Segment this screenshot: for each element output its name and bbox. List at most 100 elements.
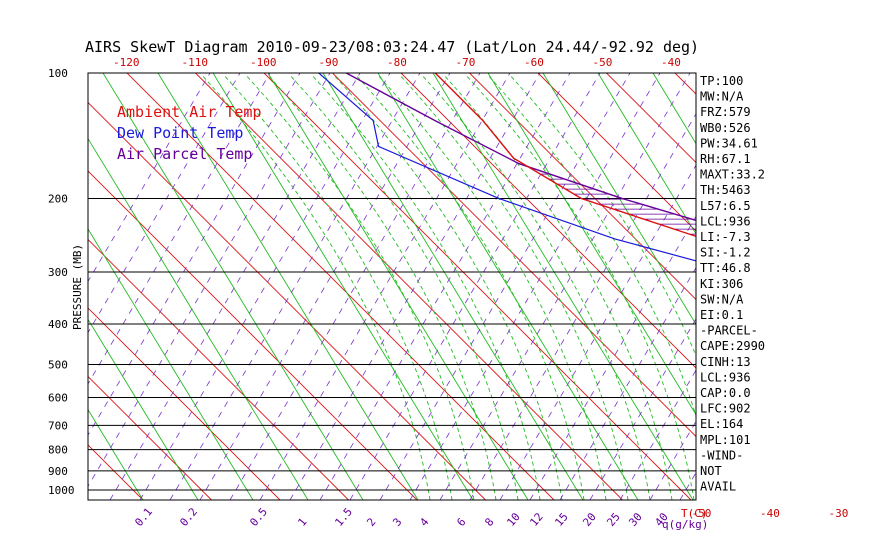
mixing-ratio-line: [349, 73, 601, 500]
index-value: -WIND-: [700, 448, 743, 462]
isotherm-line: [537, 73, 696, 232]
cape-hatch: [531, 168, 696, 235]
moist-adiabat-line: [510, 75, 696, 357]
isotherm-line: [812, 73, 870, 500]
dry-adiabat-line: [212, 73, 474, 500]
dry-adiabat-line: [88, 408, 144, 500]
bottom-temp-tick-label: -50: [692, 507, 712, 520]
isotherm-line: [88, 238, 349, 500]
mixing-ratio-label: 30: [626, 510, 644, 529]
dew-point-line: [318, 73, 696, 262]
index-value: SI:-1.2: [700, 246, 751, 260]
moist-adiabat-line: [466, 75, 695, 500]
pressure-tick-label: 800: [48, 444, 68, 457]
dry-adiabat-line: [0, 73, 33, 500]
dry-adiabat-line: [88, 137, 309, 500]
dry-adiabat-line: [88, 228, 254, 500]
index-value: CAPE:2990: [700, 339, 765, 353]
legend-entry: Dew Point Temp: [117, 124, 243, 142]
mixing-ratio-line: [559, 266, 696, 500]
plot-border: [87, 72, 697, 501]
index-value: -PARCEL-: [700, 324, 758, 338]
mixing-ratio-line: [88, 73, 211, 283]
index-value: LCL:936: [700, 370, 751, 384]
top-temp-tick-label: -70: [456, 56, 476, 69]
dry-adiabat-line: [652, 73, 696, 145]
mixing-ratio-line: [770, 73, 870, 500]
dry-adiabat-line: [157, 73, 419, 500]
index-value: RH:67.1: [700, 152, 751, 166]
mixing-ratio-label: 0.5: [247, 505, 270, 529]
index-value: WB0:526: [700, 121, 751, 135]
mixing-ratio-label: 0.2: [177, 505, 200, 529]
dry-adiabat-line: [267, 73, 529, 500]
index-value: TP:100: [700, 74, 743, 88]
top-temp-tick-label: -80: [387, 56, 407, 69]
index-value: LFC:902: [700, 402, 751, 416]
pressure-tick-label: 700: [48, 419, 68, 432]
profiles: [318, 73, 696, 262]
dry-adiabat-line: [432, 73, 694, 500]
pressure-tick-label: 1000: [48, 484, 75, 497]
mixing-ratio-line: [88, 73, 331, 488]
legend: Ambient Air Temp Dew Point Temp Air Parcel…: [117, 103, 262, 163]
parcel-temp-line: [345, 73, 696, 222]
isotherm-line: [88, 170, 418, 500]
isotherm-line: [332, 73, 696, 438]
index-value: LI:-7.3: [700, 230, 751, 244]
top-temp-tick-label: -40: [661, 56, 681, 69]
mixing-ratio-label: 12: [527, 510, 545, 529]
isotherm-line: [263, 73, 692, 500]
moist-adiabat-line: [378, 75, 607, 500]
mixing-ratio-line: [289, 73, 541, 500]
index-value: MPL:101: [700, 433, 751, 447]
pressure-tick-label: 300: [48, 266, 68, 279]
moist-adiabat-line: [356, 75, 585, 500]
pressure-tick-label: 100: [48, 67, 68, 80]
dry-adiabat-line: [322, 73, 584, 500]
legend-entry: Ambient Air Temp: [117, 103, 262, 121]
mixing-ratio-line: [409, 73, 661, 500]
top-temp-tick-label: -90: [319, 56, 339, 69]
index-value: CINH:13: [700, 355, 751, 369]
pressure-tick-label: 400: [48, 318, 68, 331]
pressure-tick-label: 900: [48, 465, 68, 478]
top-temp-tick-label: -50: [593, 56, 613, 69]
index-value: MAXT:33.2: [700, 168, 765, 182]
mixing-ratio-line: [109, 73, 361, 500]
isotherm-line: [744, 73, 870, 500]
isotherm-line: [88, 307, 281, 500]
top-temp-tick-label: -110: [182, 56, 209, 69]
mixing-ratio-label: 6: [454, 515, 468, 528]
dry-adiabat-line: [88, 318, 199, 500]
pressure-tick-label: 200: [48, 193, 68, 206]
isotherm-line: [400, 73, 696, 369]
mixing-ratio-label: 25: [604, 510, 622, 529]
index-value: NOT: [700, 464, 722, 478]
index-value: L57:6.5: [700, 199, 751, 213]
legend-entry: Air Parcel Temp: [117, 145, 252, 163]
mixing-ratio-line: [800, 73, 870, 500]
bottom-temp-tick-label: -40: [760, 507, 780, 520]
dry-adiabat-line: [542, 73, 696, 326]
chart-title: AIRS SkewT Diagram 2010-09-23/08:03:24.4…: [85, 38, 699, 56]
pressure-tick-label: 500: [48, 358, 68, 371]
index-value: PW:34.61: [700, 136, 758, 150]
dry-adiabat-line: [102, 73, 364, 500]
index-value: SW:N/A: [700, 292, 744, 306]
index-value: TT:46.8: [700, 261, 751, 275]
isotherm-line: [0, 73, 6, 500]
isotherm-line: [606, 73, 696, 164]
mixing-ratio-line: [199, 73, 451, 500]
mixing-ratio-line: [88, 73, 271, 385]
moist-adiabat-line: [422, 75, 651, 500]
mixing-ratio-label: 20: [580, 510, 598, 529]
isotherm-line: [469, 73, 696, 301]
dry-adiabat-line: [818, 73, 870, 500]
index-value: CAP:0.0: [700, 386, 751, 400]
mixing-ratio-line: [139, 73, 391, 500]
moist-adiabat-line: [202, 75, 431, 500]
dry-adiabat-line: [597, 73, 696, 235]
mixing-ratio-line: [88, 73, 241, 334]
